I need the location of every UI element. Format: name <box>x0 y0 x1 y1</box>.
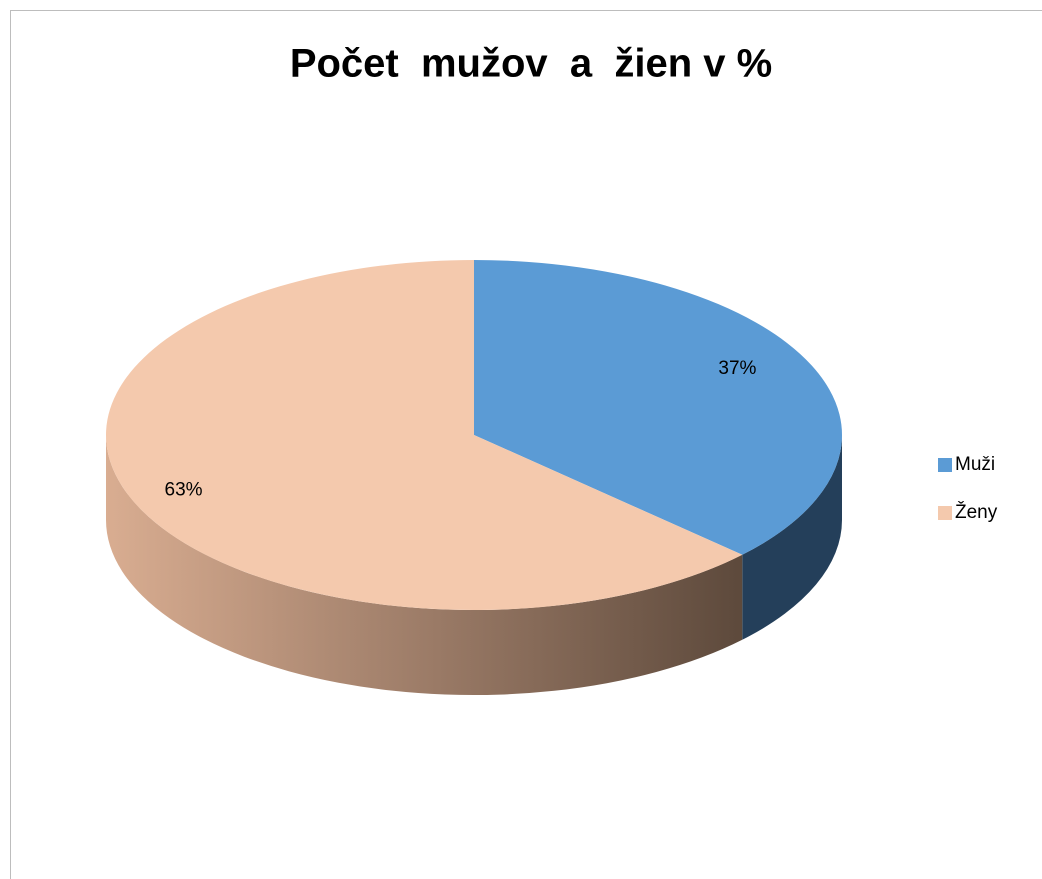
chart-frame <box>10 10 1042 879</box>
legend-swatch <box>938 458 952 472</box>
pie-slice <box>105 260 743 610</box>
legend-swatch <box>938 506 952 520</box>
chart-title: Počet mužov a žien v % <box>290 42 772 86</box>
data-label: 63% <box>165 480 203 501</box>
pie-side <box>742 435 842 640</box>
legend-label: Ženy <box>955 501 998 523</box>
pie-side <box>106 435 743 695</box>
legend-label: Muži <box>955 454 995 475</box>
pie-slice <box>474 260 842 555</box>
data-label: 37% <box>718 358 756 379</box>
